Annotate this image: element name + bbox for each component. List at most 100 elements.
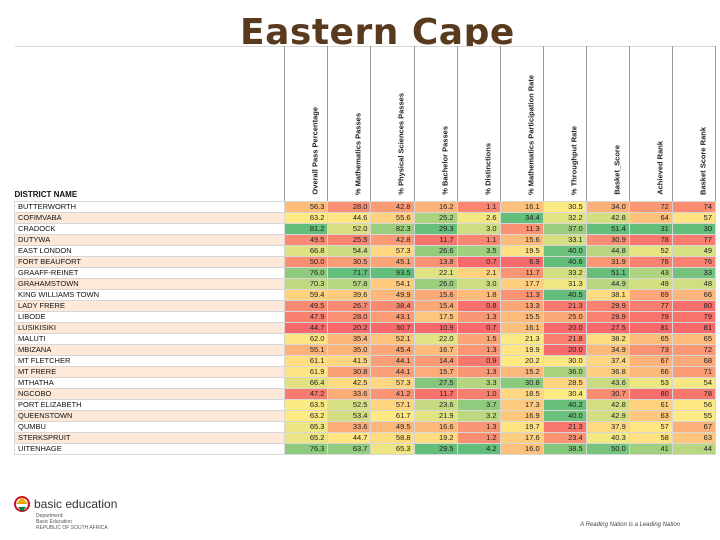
table-row: STERKSPRUIT 65.2 44.7 58.8 19.2 1.2 17.6 23.4 40…	[13, 432, 717, 444]
table-cell: 76	[671, 256, 717, 268]
district-name: MT FLETCHER	[13, 355, 286, 367]
table-cell: 77	[671, 234, 717, 246]
table-cell: 31.3	[542, 278, 587, 290]
table-cell: 36.0	[542, 366, 587, 378]
table-cell: 33.2	[542, 267, 587, 279]
logo-sub-3: REPUBLIC OF SOUTH AFRICA	[36, 525, 108, 531]
table-cell: 31	[628, 223, 673, 235]
table-cell: 16.0	[499, 443, 544, 455]
table-cell: 55	[671, 410, 717, 422]
table-cell: 74	[671, 201, 717, 213]
table-cell: 56.3	[284, 201, 329, 213]
results-table: DISTRICT NAME Overall Pass Percentage % M…	[13, 46, 717, 455]
logo-sub-1: Department:	[36, 513, 64, 519]
table-cell: 44.9	[585, 278, 630, 290]
table-row: CRADOCK 81.2 52.0 82.3 29.3 3.0 11.3 37.0 51.4 31…	[13, 223, 717, 235]
table-cell: 49.5	[284, 234, 329, 246]
table-cell: 30.5	[542, 201, 587, 213]
table-cell: 65.2	[284, 432, 329, 444]
table-cell: 0.7	[456, 256, 501, 268]
table-cell: 42.8	[585, 212, 630, 224]
district-name: PORT ELIZABETH	[13, 399, 286, 411]
district-name: MBIZANA	[13, 344, 286, 356]
table-cell: 45.1	[370, 256, 415, 268]
table-cell: 18.5	[499, 388, 544, 400]
table-cell: 17.7	[499, 278, 544, 290]
table-cell: 1.0	[456, 388, 501, 400]
table-cell: 57	[671, 212, 717, 224]
table-cell: 34.4	[499, 212, 544, 224]
table-cell: 3.0	[456, 278, 501, 290]
table-cell: 34.0	[585, 201, 630, 213]
table-cell: 11.7	[413, 388, 458, 400]
table-cell: 78	[628, 234, 673, 246]
table-cell: 21.3	[542, 300, 587, 312]
table-row: KING WILLIAMS TOWN 59.4 39.6 49.9 15.6 1.8 11.…	[13, 289, 717, 301]
table-cell: 66	[671, 289, 717, 301]
table-cell: 21.3	[499, 333, 544, 345]
table-row: QUEENSTOWN 63.2 53.4 61.7 21.9 3.2 16.9 40.0 42.…	[13, 410, 717, 422]
table-cell: 61	[628, 399, 673, 411]
table-cell: 0.8	[456, 300, 501, 312]
table-cell: 73	[628, 344, 673, 356]
table-cell: 63.5	[284, 399, 329, 411]
table-cell: 1.3	[456, 311, 501, 323]
table-cell: 29.5	[413, 443, 458, 455]
table-cell: 57.3	[370, 377, 415, 389]
table-cell: 29.9	[585, 300, 630, 312]
table-cell: 51.1	[585, 267, 630, 279]
table-cell: 42.5	[327, 377, 372, 389]
table-cell: 11.7	[413, 234, 458, 246]
logo-sub-2: Basic Education	[36, 519, 72, 525]
table-cell: 48	[671, 278, 717, 290]
footer-slogan: A Reading Nation is a Leading Nation	[580, 522, 680, 528]
table-row: QUMBU 65.3 33.6 49.5 16.6 1.3 19.7 21.3 37.9 57 67	[13, 421, 717, 433]
table-cell: 58	[628, 432, 673, 444]
column-header-label: % Distinctions	[483, 143, 493, 195]
table-cell: 28.5	[542, 377, 587, 389]
table-cell: 43.1	[370, 311, 415, 323]
table-cell: 57.8	[327, 278, 372, 290]
table-cell: 31.9	[585, 256, 630, 268]
table-cell: 81	[671, 322, 717, 334]
table-cell: 80	[671, 300, 717, 312]
table-cell: 0.7	[456, 322, 501, 334]
table-cell: 65.3	[370, 443, 415, 455]
district-name: FORT BEAUFORT	[13, 256, 286, 268]
column-header: % Throughput Rate	[542, 46, 587, 202]
table-cell: 35.4	[327, 333, 372, 345]
table-cell: 40.6	[542, 256, 587, 268]
table-cell: 20.2	[327, 322, 372, 334]
district-name: DUTYWA	[13, 234, 286, 246]
table-cell: 3.5	[456, 245, 501, 257]
table-cell: 30.7	[585, 388, 630, 400]
table-cell: 26.6	[413, 245, 458, 257]
table-cell: 57.1	[370, 399, 415, 411]
table-cell: 28.0	[327, 311, 372, 323]
table-cell: 26.7	[327, 300, 372, 312]
table-cell: 44.8	[585, 245, 630, 257]
table-cell: 40.2	[542, 399, 587, 411]
table-cell: 28.0	[327, 201, 372, 213]
table-cell: 16.7	[413, 344, 458, 356]
table-cell: 30.7	[370, 322, 415, 334]
column-header: Basket_Score	[585, 46, 630, 202]
district-name: NGCOBO	[13, 388, 286, 400]
table-row: LADY FRERE 49.5 26.7 38.4 15.4 0.8 13.3 21.3 29.…	[13, 300, 717, 312]
table-cell: 93.5	[370, 267, 415, 279]
table-cell: 11.3	[499, 289, 544, 301]
table-cell: 38.2	[585, 333, 630, 345]
table-cell: 71	[671, 366, 717, 378]
table-cell: 16.1	[499, 322, 544, 334]
district-name: UITENHAGE	[13, 443, 286, 455]
table-cell: 61.1	[284, 355, 329, 367]
table-cell: 59.4	[284, 289, 329, 301]
table-cell: 21.8	[542, 333, 587, 345]
table-cell: 1.3	[456, 421, 501, 433]
table-cell: 63.7	[327, 443, 372, 455]
column-header-label: % Physical Sciences Passes	[396, 93, 406, 195]
column-header: Achieved Rank	[628, 46, 673, 202]
table-cell: 6.9	[499, 256, 544, 268]
table-cell: 38.4	[370, 300, 415, 312]
table-cell: 16.9	[499, 410, 544, 422]
